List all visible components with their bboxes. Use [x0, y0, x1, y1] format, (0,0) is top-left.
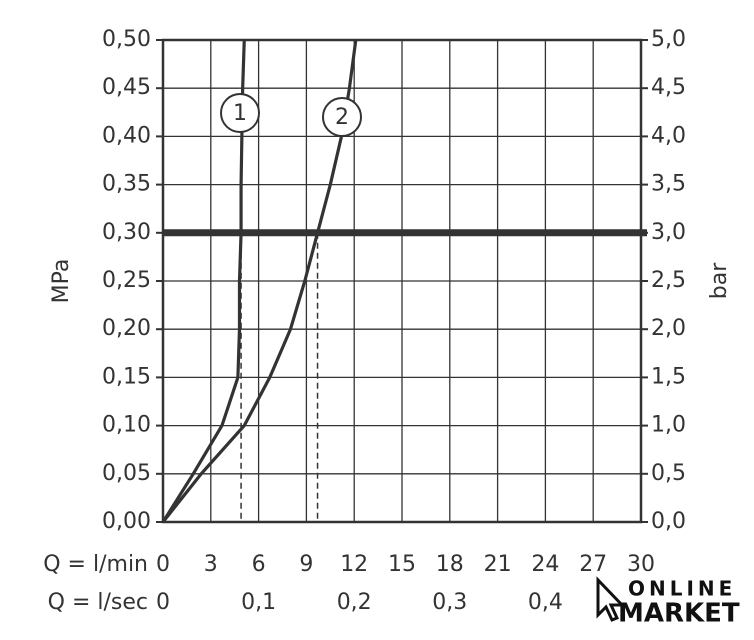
x-tick-label: 12	[340, 552, 368, 577]
y2-axis-title: bar	[707, 262, 732, 299]
y-tick-label: 0,05	[102, 461, 151, 486]
series-label: 1	[233, 101, 247, 126]
x-tick-label: 6	[252, 552, 266, 577]
x-tick-label: 24	[531, 552, 559, 577]
y-tick-label: 0,40	[102, 123, 151, 148]
x-tick-label: 0	[156, 552, 170, 577]
watermark-line2: MARKET	[618, 599, 740, 629]
y2-tick-label: 3,0	[651, 220, 686, 245]
y2-tick-label: 3,5	[651, 172, 686, 197]
y-tick-label: 0,25	[102, 268, 151, 293]
plot-frame	[161, 38, 643, 524]
x-axis-title: Q = l/min	[43, 552, 148, 577]
y2-tick-label: 2,5	[651, 268, 686, 293]
y-tick-label: 0,00	[102, 509, 151, 534]
series-label: 2	[335, 105, 349, 130]
y-tick-label: 0,50	[102, 27, 151, 52]
x-tick-label: 3	[204, 552, 218, 577]
y2-tick-label: 4,5	[651, 75, 686, 100]
x2-tick-label: 0,1	[241, 590, 276, 615]
x2-tick-label: 0	[156, 590, 170, 615]
y2-tick-label: 0,0	[651, 509, 686, 534]
y2-tick-label: 2,0	[651, 316, 686, 341]
cursor-icon	[596, 576, 626, 622]
watermark: ONLINE MARKET	[588, 572, 754, 640]
y-tick-label: 0,10	[102, 413, 151, 438]
x2-tick-label: 0,3	[432, 590, 467, 615]
y-tick-label: 0,20	[102, 316, 151, 341]
series-label-circle	[220, 93, 260, 133]
y2-tick-label: 4,0	[651, 123, 686, 148]
y-tick-label: 0,30	[102, 220, 151, 245]
y-axis-title: MPa	[49, 259, 74, 304]
watermark-line1: ONLINE	[628, 577, 736, 601]
y-tick-label: 0,35	[102, 172, 151, 197]
series-label-circle	[322, 97, 362, 137]
y2-tick-label: 1,0	[651, 413, 686, 438]
y-tick-label: 0,45	[102, 75, 151, 100]
x-tick-label: 18	[436, 552, 464, 577]
x2-tick-label: 0,4	[528, 590, 563, 615]
x2-tick-label: 0,2	[337, 590, 372, 615]
y2-tick-label: 5,0	[651, 27, 686, 52]
x-tick-label: 9	[299, 552, 313, 577]
y-tick-label: 0,15	[102, 364, 151, 389]
x-tick-label: 21	[484, 552, 512, 577]
x2-axis-title: Q = l/sec	[48, 590, 148, 615]
x-tick-label: 15	[388, 552, 416, 577]
y2-tick-label: 1,5	[651, 364, 686, 389]
y2-tick-label: 0,5	[651, 461, 686, 486]
